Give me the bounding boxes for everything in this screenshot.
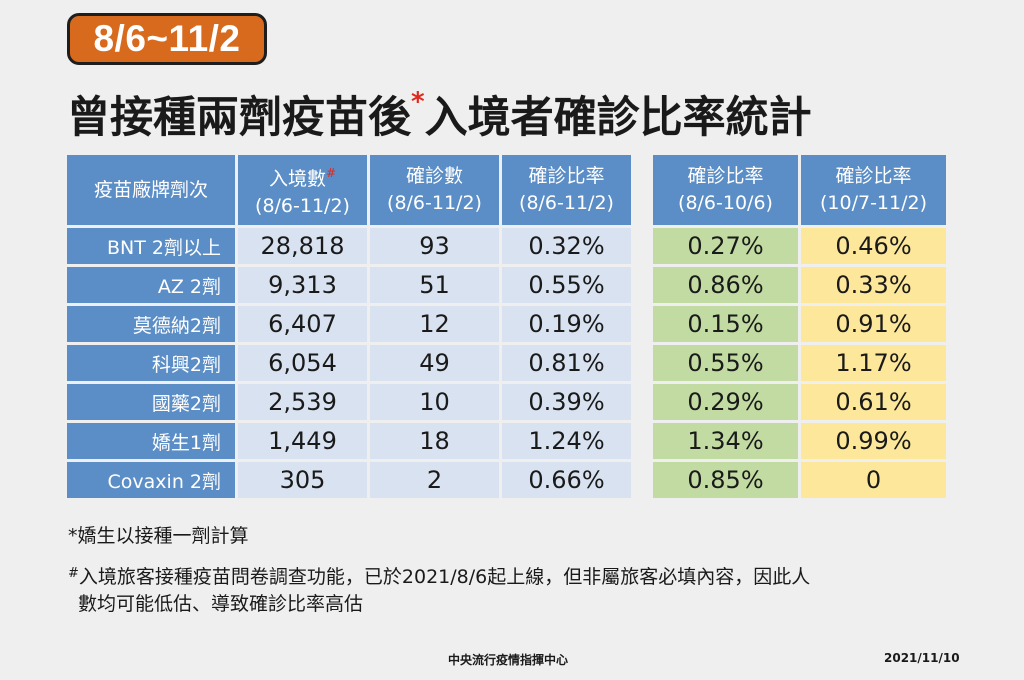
rate-early-cell: 1.34%: [653, 423, 798, 459]
header-rate: 確診比率 (8/6-11/2): [502, 155, 631, 225]
cases-cell: 10: [370, 384, 499, 420]
table-row: 0.55% 1.17%: [653, 345, 946, 381]
rate-cell: 0.39%: [502, 384, 631, 420]
header-arrivals: 入境數# (8/6-11/2): [238, 155, 367, 225]
header-rate-label: 確診比率: [528, 165, 605, 187]
arrivals-cell: 28,818: [238, 228, 367, 264]
rate-late-cell: 0.91%: [801, 306, 946, 342]
rate-late-cell: 0.99%: [801, 423, 946, 459]
header-arrivals-label: 入境數: [268, 168, 326, 190]
row-brand: AZ 2劑: [67, 267, 235, 303]
header-rate-late: 確診比率 (10/7-11/2): [801, 155, 946, 225]
arrivals-cell: 6,407: [238, 306, 367, 342]
arrivals-cell: 1,449: [238, 423, 367, 459]
rate-early-cell: 0.29%: [653, 384, 798, 420]
table-row: 嬌生1劑 1,449 18 1.24%: [67, 423, 631, 459]
table-row: 0.86% 0.33%: [653, 267, 946, 303]
rate-late-cell: 0: [801, 462, 946, 498]
period-rate-table: 確診比率 (8/6-10/6) 確診比率 (10/7-11/2) 0.27% 0…: [650, 152, 949, 501]
row-brand: 嬌生1劑: [67, 423, 235, 459]
header-cases-label: 確診數: [405, 165, 463, 187]
footnote-hash-mark: #: [68, 566, 79, 581]
table-row: 國藥2劑 2,539 10 0.39%: [67, 384, 631, 420]
row-brand: BNT 2劑以上: [67, 228, 235, 264]
table-row: AZ 2劑 9,313 51 0.55%: [67, 267, 631, 303]
date-range-badge: 8/6~11/2: [67, 13, 267, 65]
footnote-star-mark: *: [68, 525, 78, 547]
arrivals-cell: 2,539: [238, 384, 367, 420]
rate-cell: 0.32%: [502, 228, 631, 264]
header-rate-period: (8/6-11/2): [519, 192, 614, 214]
arrivals-cell: 9,313: [238, 267, 367, 303]
rate-cell: 0.19%: [502, 306, 631, 342]
header-brand-label: 疫苗廠牌劑次: [93, 178, 208, 201]
table-header-row: 疫苗廠牌劑次 入境數# (8/6-11/2) 確診數 (8/6-11/2) 確診…: [67, 155, 631, 225]
footer-date: 2021/11/10: [884, 651, 960, 665]
footnote-hash: #入境旅客接種疫苗問卷調查功能，已於2021/8/6起上線，但非屬旅客必填內容，…: [68, 560, 810, 591]
rate-late-cell: 0.46%: [801, 228, 946, 264]
header-cases: 確診數 (8/6-11/2): [370, 155, 499, 225]
header-rate-early: 確診比率 (8/6-10/6): [653, 155, 798, 225]
table-row: Covaxin 2劑 305 2 0.66%: [67, 462, 631, 498]
title-asterisk: *: [411, 87, 425, 117]
arrivals-cell: 305: [238, 462, 367, 498]
table-row: 0.85% 0: [653, 462, 946, 498]
footnote-star: *嬌生以接種一劑計算: [68, 522, 249, 550]
rate-cell: 0.55%: [502, 267, 631, 303]
cases-cell: 12: [370, 306, 499, 342]
table-row: 莫德納2劑 6,407 12 0.19%: [67, 306, 631, 342]
title-rest: 入境者確診比率統計: [424, 93, 812, 143]
rate-cell: 1.24%: [502, 423, 631, 459]
rate-early-cell: 0.86%: [653, 267, 798, 303]
header-rate-late-period: (10/7-11/2): [819, 192, 927, 214]
cases-cell: 49: [370, 345, 499, 381]
table-row: 0.15% 0.91%: [653, 306, 946, 342]
page-title: 曾接種兩劑疫苗後*入境者確診比率統計: [67, 72, 812, 148]
table-row: 1.34% 0.99%: [653, 423, 946, 459]
rate-cell: 0.81%: [502, 345, 631, 381]
rate-early-cell: 0.15%: [653, 306, 798, 342]
table-header-row: 確診比率 (8/6-10/6) 確診比率 (10/7-11/2): [653, 155, 946, 225]
cases-cell: 93: [370, 228, 499, 264]
row-brand: 科興2劑: [67, 345, 235, 381]
row-brand: 國藥2劑: [67, 384, 235, 420]
footnote-hash-continued: 數均可能低估、導致確診比率高估: [78, 590, 363, 618]
header-rate-late-label: 確診比率: [835, 165, 912, 187]
header-brand: 疫苗廠牌劑次: [67, 155, 235, 225]
header-cases-period: (8/6-11/2): [387, 192, 482, 214]
arrivals-cell: 6,054: [238, 345, 367, 381]
header-arrivals-period: (8/6-11/2): [255, 195, 350, 217]
header-rate-early-period: (8/6-10/6): [678, 192, 773, 214]
table-row: BNT 2劑以上 28,818 93 0.32%: [67, 228, 631, 264]
table-row: 科興2劑 6,054 49 0.81%: [67, 345, 631, 381]
rate-early-cell: 0.55%: [653, 345, 798, 381]
cases-cell: 51: [370, 267, 499, 303]
main-stats-table: 疫苗廠牌劑次 入境數# (8/6-11/2) 確診數 (8/6-11/2) 確診…: [64, 152, 634, 501]
cases-cell: 18: [370, 423, 499, 459]
rate-early-cell: 0.27%: [653, 228, 798, 264]
title-main: 曾接種兩劑疫苗後: [67, 93, 411, 143]
rate-late-cell: 0.61%: [801, 384, 946, 420]
cases-cell: 2: [370, 462, 499, 498]
row-brand: 莫德納2劑: [67, 306, 235, 342]
rate-late-cell: 0.33%: [801, 267, 946, 303]
table-row: 0.27% 0.46%: [653, 228, 946, 264]
footnote-star-text: 嬌生以接種一劑計算: [77, 525, 249, 547]
footnote-hash-text: 入境旅客接種疫苗問卷調查功能，已於2021/8/6起上線，但非屬旅客必填內容，因…: [78, 566, 811, 588]
header-rate-early-label: 確診比率: [687, 165, 764, 187]
header-arrivals-footnote-mark: #: [325, 166, 337, 180]
row-brand: Covaxin 2劑: [67, 462, 235, 498]
footnote-hash-continued-text: 數均可能低估、導致確診比率高估: [78, 593, 364, 615]
table-row: 0.29% 0.61%: [653, 384, 946, 420]
rate-late-cell: 1.17%: [801, 345, 946, 381]
footer-organization: 中央流行疫情指揮中心: [448, 653, 569, 667]
rate-early-cell: 0.85%: [653, 462, 798, 498]
rate-cell: 0.66%: [502, 462, 631, 498]
